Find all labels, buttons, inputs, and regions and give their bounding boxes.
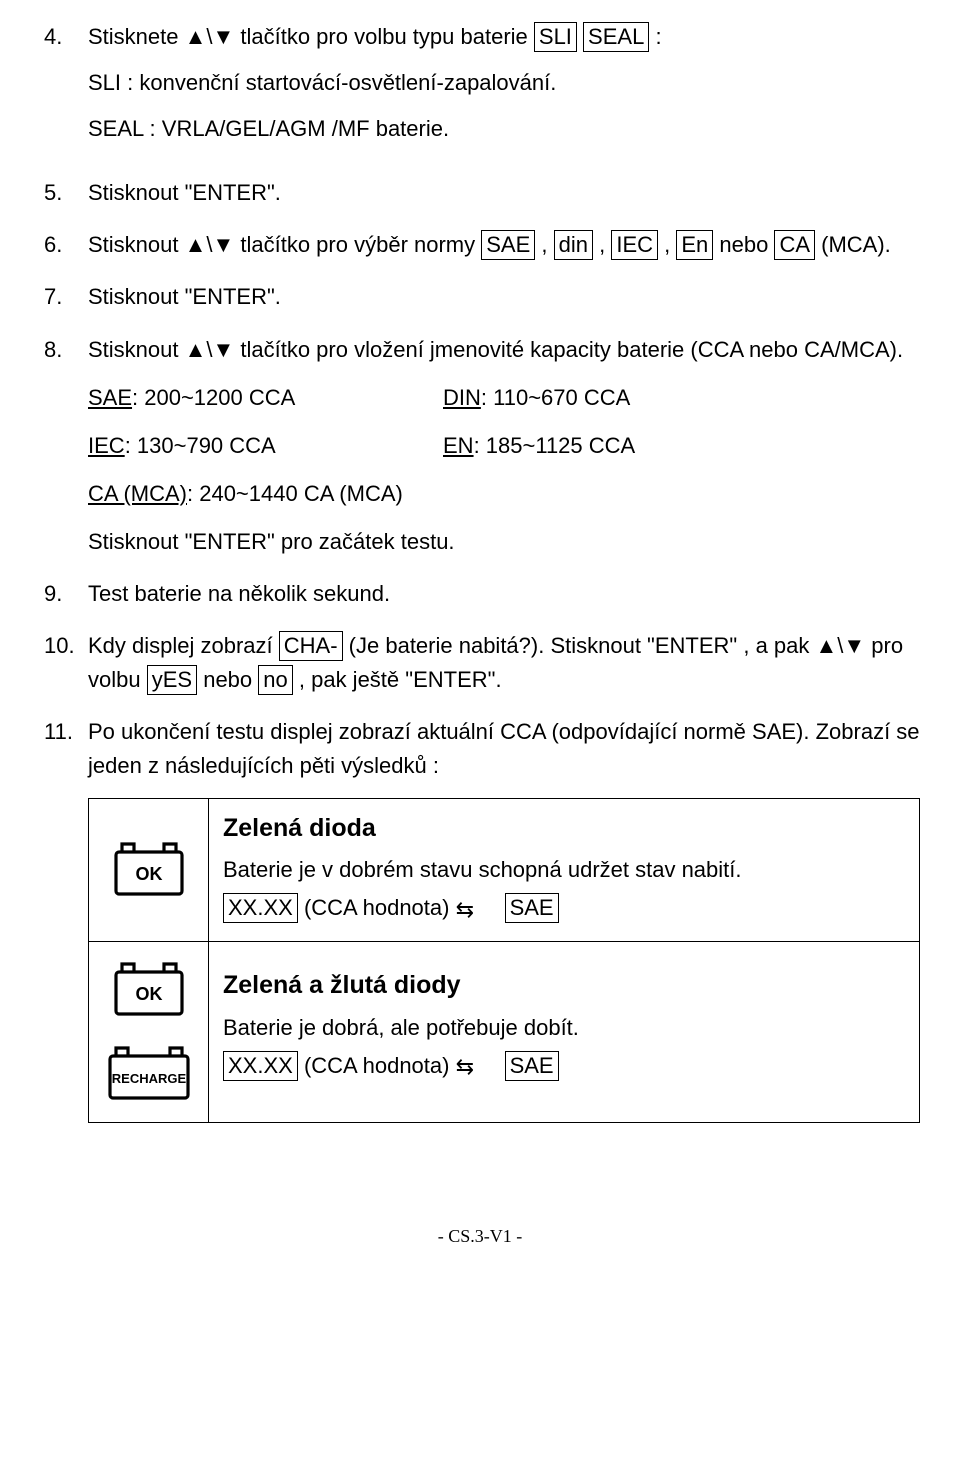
result-value-line: XX.XX (CCA hodnota) ⇆ SAE — [223, 891, 905, 925]
option-no: no — [258, 665, 292, 695]
step-number: 5. — [40, 176, 88, 210]
text: Kdy displej zobrazí — [88, 633, 279, 658]
battery-ok-icon: OK — [110, 836, 188, 904]
result-row-ok: OK Zelená dioda Baterie je v dobrém stav… — [89, 798, 920, 942]
value: : 200~1200 CCA — [132, 385, 295, 410]
step-number: 9. — [40, 577, 88, 611]
text: Po ukončení testu displej zobrazí aktuál… — [88, 719, 920, 778]
label: EN — [443, 433, 474, 458]
label: SAE — [88, 385, 132, 410]
step-body: Stisknout "ENTER". — [88, 280, 920, 314]
result-desc: Baterie je v dobrém stavu schopná udržet… — [223, 853, 905, 887]
icon-label: OK — [135, 984, 162, 1004]
icon-label: OK — [135, 864, 162, 884]
result-icon-cell: OK — [89, 798, 209, 942]
range-row: CA (MCA): 240~1440 CA (MCA) — [88, 477, 920, 511]
step-body: Stisknout "ENTER". — [88, 176, 920, 210]
sep: , — [535, 232, 553, 257]
result-desc: Baterie je dobrá, ale potřebuje dobít. — [223, 1011, 905, 1045]
step-6: 6. Stisknout ▲\▼ tlačítko pro výběr norm… — [40, 228, 920, 262]
page-footer: - CS.3-V1 - — [40, 1223, 920, 1251]
value-box: XX.XX — [223, 1051, 298, 1081]
norm-box: SAE — [505, 1051, 559, 1081]
sep: , — [593, 232, 611, 257]
range-sae: SAE: 200~1200 CCA — [88, 381, 443, 415]
option-ca: CA — [774, 230, 815, 260]
range-grid: SAE: 200~1200 CCA DIN: 110~670 CCA IEC: … — [88, 381, 920, 511]
value: : 110~670 CCA — [481, 385, 630, 410]
label: IEC — [88, 433, 125, 458]
step-9: 9. Test baterie na několik sekund. — [40, 577, 920, 611]
battery-recharge-icon: RECHARGE — [104, 1040, 194, 1108]
step-number: 4. — [40, 20, 88, 158]
value: : 130~790 CCA — [125, 433, 276, 458]
step-number: 6. — [40, 228, 88, 262]
range-din: DIN: 110~670 CCA — [443, 381, 920, 415]
option-sae: SAE — [481, 230, 535, 260]
value: : 240~1440 CA (MCA) — [187, 481, 403, 506]
step-11: 11. Po ukončení testu displej zobrazí ak… — [40, 715, 920, 1123]
step-number: 8. — [40, 333, 88, 559]
step-10: 10. Kdy displej zobrazí CHA- (Je baterie… — [40, 629, 920, 697]
instruction-list: 4. Stisknete ▲\▼ tlačítko pro volbu typu… — [40, 20, 920, 1123]
step-body: Po ukončení testu displej zobrazí aktuál… — [88, 715, 920, 1123]
text: Stisknout ▲\▼ tlačítko pro vložení jmeno… — [88, 337, 903, 362]
result-row-ok-recharge: OK RECHARGE Zelená a — [89, 942, 920, 1123]
label: DIN — [443, 385, 481, 410]
text: , pak ještě "ENTER". — [299, 667, 502, 692]
text: : — [655, 24, 661, 49]
text: Stisknete ▲\▼ tlačítko pro volbu typu ba… — [88, 24, 534, 49]
option-en: En — [676, 230, 713, 260]
range-row: SAE: 200~1200 CCA DIN: 110~670 CCA — [88, 381, 920, 415]
step-body: Stisknout ▲\▼ tlačítko pro výběr normy S… — [88, 228, 920, 262]
value-label: (CCA hodnota) — [304, 895, 456, 920]
range-row: IEC: 130~790 CCA EN: 185~1125 CCA — [88, 429, 920, 463]
battery-ok-icon: OK — [110, 956, 188, 1024]
result-value-line: XX.XX (CCA hodnota) ⇆ SAE — [223, 1049, 905, 1083]
norm-box: SAE — [505, 893, 559, 923]
result-title: Zelená a žlutá diody — [223, 966, 905, 1005]
step-7: 7. Stisknout "ENTER". — [40, 280, 920, 314]
swap-icon: ⇆ — [456, 899, 474, 921]
option-sli: SLI — [534, 22, 577, 52]
option-iec: IEC — [611, 230, 658, 260]
step-body: Stisknete ▲\▼ tlačítko pro volbu typu ba… — [88, 20, 920, 158]
range-en: EN: 185~1125 CCA — [443, 429, 920, 463]
result-icon-cell: OK RECHARGE — [89, 942, 209, 1123]
swap-icon: ⇆ — [456, 1056, 474, 1078]
value-label: (CCA hodnota) — [304, 1053, 456, 1078]
option-yes: yES — [147, 665, 197, 695]
option-din: din — [554, 230, 593, 260]
text: Stisknout ▲\▼ tlačítko pro výběr normy — [88, 232, 481, 257]
results-table: OK Zelená dioda Baterie je v dobrém stav… — [88, 798, 920, 1124]
range-iec: IEC: 130~790 CCA — [88, 429, 443, 463]
sep: , — [658, 232, 676, 257]
step-number: 11. — [40, 715, 88, 1123]
icon-label: RECHARGE — [111, 1071, 186, 1086]
sub-sli: SLI : konvenční startovácí-osvětlení-zap… — [88, 66, 920, 100]
step-number: 10. — [40, 629, 88, 697]
step-8: 8. Stisknout ▲\▼ tlačítko pro vložení jm… — [40, 333, 920, 559]
step-body: Kdy displej zobrazí CHA- (Je baterie nab… — [88, 629, 920, 697]
result-text-cell: Zelená a žlutá diody Baterie je dobrá, a… — [209, 942, 920, 1123]
step-body: Stisknout ▲\▼ tlačítko pro vložení jmeno… — [88, 333, 920, 559]
text: Stisknout "ENTER" pro začátek testu. — [88, 525, 920, 559]
value: : 185~1125 CCA — [474, 433, 636, 458]
option-cha: CHA- — [279, 631, 343, 661]
text: nebo — [203, 667, 258, 692]
label: CA (MCA) — [88, 481, 187, 506]
sub-seal: SEAL : VRLA/GEL/AGM /MF baterie. — [88, 112, 920, 146]
result-title: Zelená dioda — [223, 809, 905, 848]
text: (MCA). — [821, 232, 891, 257]
step-4: 4. Stisknete ▲\▼ tlačítko pro volbu typu… — [40, 20, 920, 158]
result-text-cell: Zelená dioda Baterie je v dobrém stavu s… — [209, 798, 920, 942]
sep: nebo — [713, 232, 774, 257]
step-number: 7. — [40, 280, 88, 314]
step-5: 5. Stisknout "ENTER". — [40, 176, 920, 210]
value-box: XX.XX — [223, 893, 298, 923]
range-ca: CA (MCA): 240~1440 CA (MCA) — [88, 477, 403, 511]
option-seal: SEAL — [583, 22, 649, 52]
step-body: Test baterie na několik sekund. — [88, 577, 920, 611]
